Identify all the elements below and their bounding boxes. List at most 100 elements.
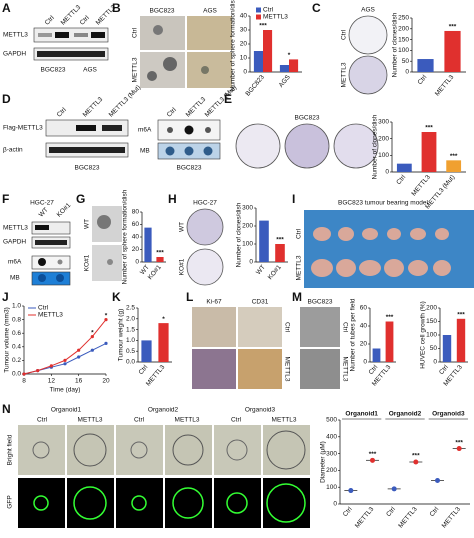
bar: [275, 244, 285, 262]
column-label: KO#1: [56, 202, 73, 219]
organoid: [33, 495, 49, 511]
row-label: Ctrl: [132, 27, 139, 38]
group-label: BGC823: [177, 165, 202, 172]
y-tick-label: 10: [240, 55, 248, 62]
legend-swatch: [256, 7, 261, 13]
legend-swatch: [256, 14, 261, 20]
legend-label: METTL3: [263, 14, 288, 21]
image: [214, 425, 261, 475]
bar: [372, 348, 381, 362]
bar: [444, 30, 461, 72]
column-label: METTL3 (Mut): [108, 84, 143, 119]
y-tick-label: 200: [398, 26, 409, 33]
y-axis-label: Number of clones/dish: [372, 114, 379, 179]
bar: [279, 65, 289, 72]
marker: [77, 348, 81, 352]
tumour: [384, 259, 404, 277]
x-tick-label: 16: [75, 378, 83, 385]
y-axis-label: Number of sphere formation/dish: [230, 0, 237, 91]
dot-blot: [31, 255, 71, 270]
y-tick-label: 0.0: [12, 371, 21, 378]
panel-c: AGS Ctrl METTL3: [341, 7, 388, 95]
y-tick-label: 0.4: [12, 344, 21, 351]
column-label: METTL3: [272, 417, 297, 424]
panel-title: BGC823 tumour bearing model: [338, 200, 429, 207]
band: [91, 32, 105, 38]
bar: [263, 30, 273, 72]
annotation: *: [162, 316, 165, 323]
line: [23, 342, 107, 375]
organoid: [131, 495, 147, 511]
image: [214, 478, 261, 528]
tumour: [311, 259, 333, 277]
y-tick-label: 200: [242, 223, 253, 230]
y-tick-label: 500: [326, 417, 337, 424]
row-label: METTL3: [3, 32, 28, 39]
annotation: ***: [276, 237, 284, 244]
bar: [396, 163, 412, 172]
dot: [391, 486, 397, 492]
y-tick-label: 0: [363, 359, 367, 366]
y-tick-label: 20: [132, 246, 140, 253]
y-tick-label: 1.0: [126, 337, 135, 344]
bar: [446, 160, 462, 172]
panel-e: BGC823: [235, 115, 379, 169]
band: [35, 225, 49, 230]
column-label: Ki-67: [206, 299, 222, 306]
y-tick-label: 0: [385, 169, 389, 176]
y-axis-label: Diameter (μM): [320, 441, 327, 483]
row-label: KO#1: [179, 258, 186, 275]
organoid: [32, 441, 50, 459]
image: [263, 478, 310, 528]
annotation: ***: [455, 439, 463, 446]
image: [300, 349, 340, 389]
x-tick-label: KO#1: [267, 264, 283, 282]
organoid: [172, 487, 204, 519]
organoid: [172, 434, 204, 466]
marker: [77, 355, 81, 359]
column-label: Ctrl: [56, 106, 68, 118]
y-tick-label: 50: [430, 345, 438, 352]
marker: [104, 341, 108, 345]
row-label: m6A: [138, 127, 152, 134]
band: [38, 33, 52, 37]
panel-n: Organoid1 Organoid2 Organoid3 Ctrl METTL…: [7, 407, 310, 528]
annotation: ***: [450, 153, 458, 160]
band: [76, 125, 96, 131]
dish: [284, 123, 330, 169]
marker: [63, 358, 67, 362]
dot: [184, 125, 194, 135]
y-tick-label: 200: [426, 305, 437, 312]
y-tick-label: 60: [360, 305, 368, 312]
sphere: [107, 259, 113, 265]
panel-label: F: [2, 192, 9, 206]
tumour: [336, 259, 356, 277]
dot: [38, 274, 46, 282]
dot: [205, 127, 211, 133]
x-tick-label: 20: [102, 378, 110, 385]
band: [55, 32, 69, 38]
x-tick-label: WT: [139, 264, 151, 276]
y-tick-label: 100: [326, 484, 337, 491]
x-tick-label: Ctrl: [438, 363, 450, 376]
tumour: [338, 227, 354, 241]
x-tick-label: BGC823: [244, 74, 266, 98]
marker: [90, 335, 94, 339]
panel-label: C: [312, 1, 321, 15]
image: [187, 52, 232, 88]
y-tick-label: 200: [326, 467, 337, 474]
row-label: GFP: [7, 495, 14, 508]
line: [23, 319, 107, 375]
y-tick-label: 0.0: [126, 359, 135, 366]
panel-h: HGC-27 WT KO#1: [179, 200, 224, 286]
row-label: Ctrl: [341, 322, 348, 333]
x-tick-label: Ctrl: [342, 505, 354, 518]
image: [263, 425, 310, 475]
panel-label: E: [224, 92, 232, 106]
y-tick-label: 0.5: [126, 348, 135, 355]
